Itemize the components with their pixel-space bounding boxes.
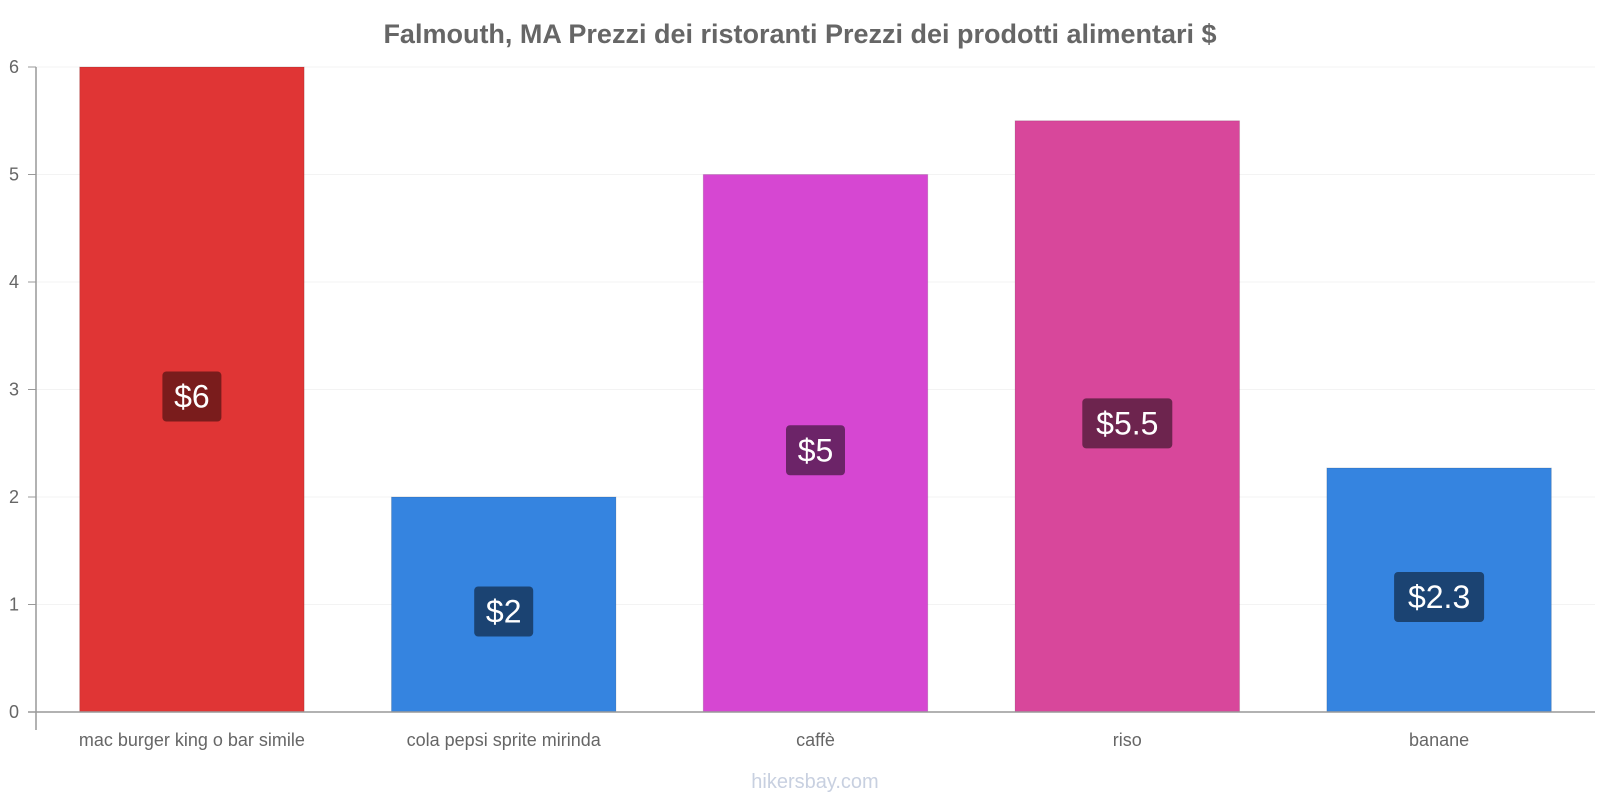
watermark: hikersbay.com	[751, 771, 878, 793]
x-tick-label: caffè	[796, 730, 835, 750]
bars	[79, 66, 1552, 713]
data-label: $2.3	[1408, 579, 1470, 615]
y-tick-label: 1	[9, 595, 19, 615]
y-tick-label: 4	[9, 272, 19, 292]
y-tick-label: 2	[9, 487, 19, 507]
data-label-badge	[474, 586, 534, 637]
x-tick-label: mac burger king o bar simile	[79, 730, 305, 750]
x-tick-label: cola pepsi sprite mirinda	[407, 730, 602, 750]
data-label-badge	[1082, 398, 1173, 449]
y-tick-label: 0	[9, 702, 19, 722]
data-label: $5.5	[1096, 405, 1158, 441]
y-tick-label: 6	[9, 57, 19, 77]
y-tick-label: 5	[9, 165, 19, 185]
data-label: $5	[798, 432, 834, 468]
data-label: $6	[174, 379, 210, 415]
data-label-badge	[162, 371, 222, 422]
data-label-badge	[1394, 571, 1485, 622]
data-label-badge	[786, 425, 845, 476]
chart-title: Falmouth, MA Prezzi dei ristoranti Prezz…	[383, 19, 1216, 49]
data-label: $2	[486, 594, 522, 630]
x-tick-label: banane	[1409, 730, 1469, 750]
data-labels: $6 $2 $5 $5.5 $2.3	[162, 371, 1485, 637]
y-tick-label: 3	[9, 380, 19, 400]
axes: 0 1 2 3 4 5 6 mac burger king o bar simile cola …	[9, 57, 1595, 750]
x-tick-label: riso	[1113, 730, 1142, 750]
